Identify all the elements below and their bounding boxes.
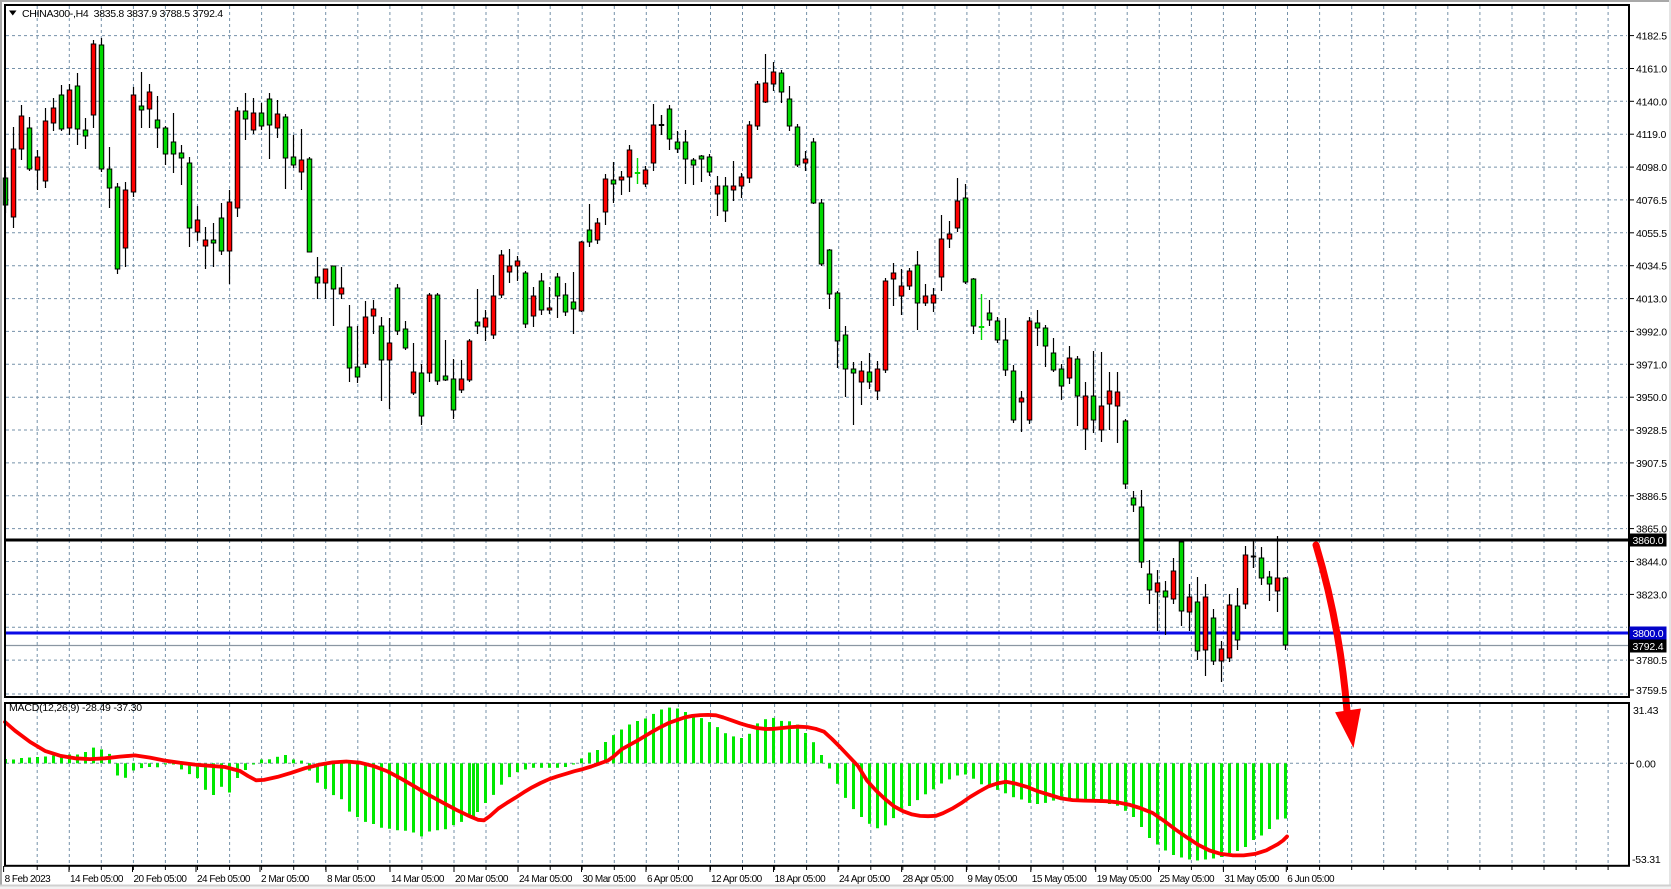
svg-text:8 Feb 2023: 8 Feb 2023 xyxy=(5,874,52,885)
svg-text:CHINA300-,H4 3835.8 3837.9 37: CHINA300-,H4 3835.8 3837.9 3788.5 3792.4 xyxy=(22,8,223,20)
svg-text:4034.5: 4034.5 xyxy=(1636,261,1667,273)
svg-text:9 May 05:00: 9 May 05:00 xyxy=(967,874,1017,885)
svg-text:3860.0: 3860.0 xyxy=(1633,535,1664,547)
svg-text:3844.0: 3844.0 xyxy=(1636,557,1667,569)
svg-text:6 Apr 05:00: 6 Apr 05:00 xyxy=(647,874,694,885)
svg-text:6 Jun 05:00: 6 Jun 05:00 xyxy=(1287,874,1335,885)
svg-text:4161.0: 4161.0 xyxy=(1636,64,1667,76)
svg-text:0.00: 0.00 xyxy=(1636,758,1656,770)
svg-text:19 May 05:00: 19 May 05:00 xyxy=(1097,874,1153,885)
svg-text:3992.0: 3992.0 xyxy=(1636,326,1667,338)
svg-text:30 Mar 05:00: 30 Mar 05:00 xyxy=(583,874,637,885)
svg-text:4013.0: 4013.0 xyxy=(1636,294,1667,306)
svg-text:3907.5: 3907.5 xyxy=(1636,458,1667,470)
svg-text:28 Apr 05:00: 28 Apr 05:00 xyxy=(903,874,955,885)
svg-text:31.43: 31.43 xyxy=(1633,705,1659,717)
svg-text:MACD(12,26,9) -28.49 -37.30: MACD(12,26,9) -28.49 -37.30 xyxy=(9,702,142,714)
svg-text:3800.0: 3800.0 xyxy=(1633,628,1664,640)
svg-text:3886.5: 3886.5 xyxy=(1636,491,1667,503)
svg-text:20 Mar 05:00: 20 Mar 05:00 xyxy=(455,874,509,885)
svg-text:14 Mar 05:00: 14 Mar 05:00 xyxy=(391,874,445,885)
svg-text:3792.4: 3792.4 xyxy=(1633,641,1664,653)
svg-text:3759.5: 3759.5 xyxy=(1636,685,1667,697)
svg-text:4182.5: 4182.5 xyxy=(1636,31,1667,43)
svg-text:2 Mar 05:00: 2 Mar 05:00 xyxy=(261,874,310,885)
svg-text:24 Mar 05:00: 24 Mar 05:00 xyxy=(519,874,573,885)
svg-text:4098.0: 4098.0 xyxy=(1636,162,1667,174)
svg-text:4119.0: 4119.0 xyxy=(1636,129,1666,141)
svg-text:-53.31: -53.31 xyxy=(1632,854,1661,866)
svg-text:24 Apr 05:00: 24 Apr 05:00 xyxy=(839,874,891,885)
svg-text:12 Apr 05:00: 12 Apr 05:00 xyxy=(711,874,763,885)
svg-text:4055.5: 4055.5 xyxy=(1636,228,1667,240)
svg-text:3971.0: 3971.0 xyxy=(1636,359,1667,371)
svg-text:3823.0: 3823.0 xyxy=(1636,589,1667,601)
svg-text:14 Feb 05:00: 14 Feb 05:00 xyxy=(70,874,124,885)
svg-text:3950.0: 3950.0 xyxy=(1636,392,1667,404)
svg-text:3865.0: 3865.0 xyxy=(1636,524,1667,536)
svg-text:25 May 05:00: 25 May 05:00 xyxy=(1160,874,1216,885)
svg-text:8 Mar 05:00: 8 Mar 05:00 xyxy=(327,874,376,885)
svg-text:4076.5: 4076.5 xyxy=(1636,195,1667,207)
svg-text:31 May 05:00: 31 May 05:00 xyxy=(1224,874,1280,885)
svg-text:3928.5: 3928.5 xyxy=(1636,425,1667,437)
svg-text:24 Feb 05:00: 24 Feb 05:00 xyxy=(197,874,251,885)
svg-text:15 May 05:00: 15 May 05:00 xyxy=(1032,874,1088,885)
svg-text:4140.0: 4140.0 xyxy=(1636,96,1667,108)
svg-text:3780.5: 3780.5 xyxy=(1636,655,1667,667)
svg-text:20 Feb 05:00: 20 Feb 05:00 xyxy=(134,874,188,885)
svg-text:18 Apr 05:00: 18 Apr 05:00 xyxy=(775,874,827,885)
